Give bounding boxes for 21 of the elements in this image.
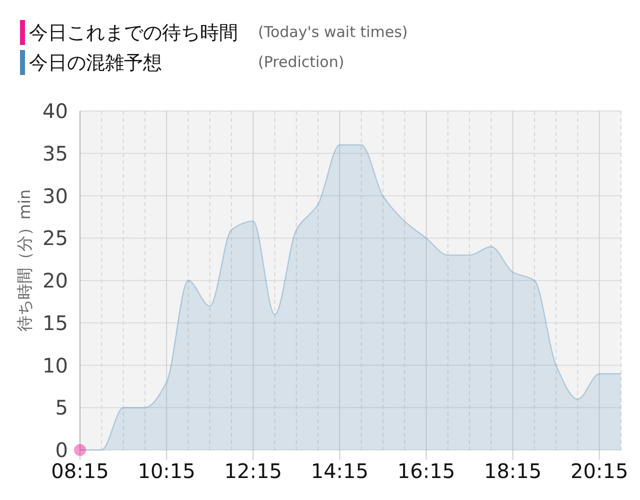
y-tick-label: 40 (42, 99, 68, 123)
text: (Today's wait times) (258, 23, 408, 41)
y-tick-label: 25 (42, 226, 68, 250)
y-tick-label: 5 (55, 396, 68, 420)
x-tick-label: 18:15 (484, 459, 542, 483)
x-tick-label: 10:15 (138, 459, 196, 483)
y-tick-label: 0 (55, 438, 68, 462)
y-tick-label: 30 (42, 184, 68, 208)
x-tick-label: 12:15 (224, 459, 282, 483)
x-tick-label: 20:15 (570, 459, 628, 483)
text: (Prediction) (258, 53, 344, 71)
y-tick-label: 15 (42, 310, 68, 335)
y-tick-label: 20 (42, 268, 68, 292)
y-tick-label: 10 (42, 353, 68, 378)
x-tick-label: 14:15 (310, 459, 368, 483)
x-tick-label: 08:15 (51, 459, 109, 483)
legend-label: 今日の混雑予想 (29, 52, 162, 74)
x-tick-label: 16:15 (397, 459, 456, 483)
y-tick-label: 35 (42, 141, 68, 166)
y-axis-title: 待ち時間（分）min (14, 189, 34, 332)
legend-label: 今日これまでの待ち時間 (29, 22, 238, 44)
